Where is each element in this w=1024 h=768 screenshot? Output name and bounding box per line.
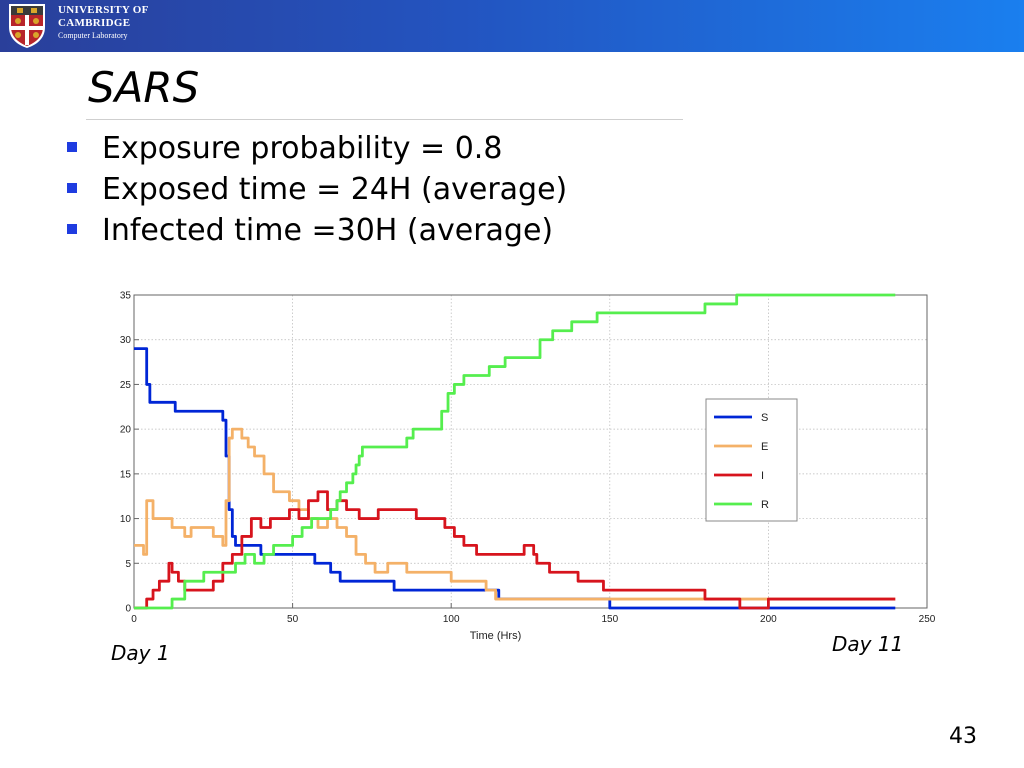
- sir-line-chart: 0 50 100 150 200 250 0 5 10 15 20 25 30 35 Time (Hrs) S…: [120, 291, 936, 643]
- y-tick-label: 30: [120, 335, 132, 346]
- legend-label-r: R: [761, 499, 769, 511]
- bullet-text: Infected time =30H (average): [102, 213, 554, 248]
- x-tick-label: 100: [443, 614, 460, 625]
- bullet-item: Exposure probability = 0.8: [64, 128, 567, 169]
- y-tick-label: 25: [120, 380, 132, 391]
- bullet-item: Infected time =30H (average): [64, 210, 567, 251]
- page-number: 43: [949, 724, 977, 749]
- series-line-r: [134, 293, 896, 610]
- day-11-note: Day 11: [832, 632, 904, 656]
- y-tick-label: 35: [120, 291, 132, 302]
- square-bullet-icon: [67, 142, 77, 152]
- bullet-list: Exposure probability = 0.8 Exposed time …: [64, 128, 567, 251]
- header-banner: UNIVERSITY OF CAMBRIDGE Computer Laborat…: [0, 0, 1024, 52]
- y-tick-label: 5: [125, 559, 131, 570]
- bullet-text: Exposed time = 24H (average): [102, 172, 568, 207]
- y-tick-label: 0: [125, 604, 131, 615]
- x-tick-label: 150: [601, 614, 618, 625]
- y-tick-label: 20: [120, 425, 132, 436]
- y-tick-label: 15: [120, 469, 132, 480]
- cambridge-crest-icon: [9, 4, 45, 48]
- series-line-s: [134, 347, 896, 610]
- logo-line-1: UNIVERSITY OF: [58, 4, 149, 16]
- x-axis-label: Time (Hrs): [470, 630, 522, 642]
- plot-frame: [133, 294, 928, 609]
- x-tick-label: 200: [760, 614, 777, 625]
- square-bullet-icon: [67, 224, 77, 234]
- bullet-text: Exposure probability = 0.8: [102, 131, 503, 166]
- university-logo-text: UNIVERSITY OF CAMBRIDGE Computer Laborat…: [58, 4, 149, 42]
- legend-label-i: I: [761, 470, 764, 482]
- day-1-note: Day 1: [111, 641, 170, 665]
- title-divider: [86, 119, 683, 120]
- legend-box: [705, 398, 798, 522]
- slide-title: SARS: [88, 63, 200, 112]
- square-bullet-icon: [67, 183, 77, 193]
- y-tick-label: 10: [120, 514, 132, 525]
- x-tick-label: 50: [287, 614, 299, 625]
- x-tick-label: 250: [919, 614, 936, 625]
- bullet-item: Exposed time = 24H (average): [64, 169, 567, 210]
- series-line-e: [134, 427, 896, 601]
- x-tick-label: 0: [131, 614, 137, 625]
- logo-line-3: Computer Laboratory: [58, 31, 128, 40]
- legend-label-e: E: [761, 441, 768, 453]
- logo-line-2: CAMBRIDGE: [58, 17, 131, 29]
- legend-label-s: S: [761, 412, 768, 424]
